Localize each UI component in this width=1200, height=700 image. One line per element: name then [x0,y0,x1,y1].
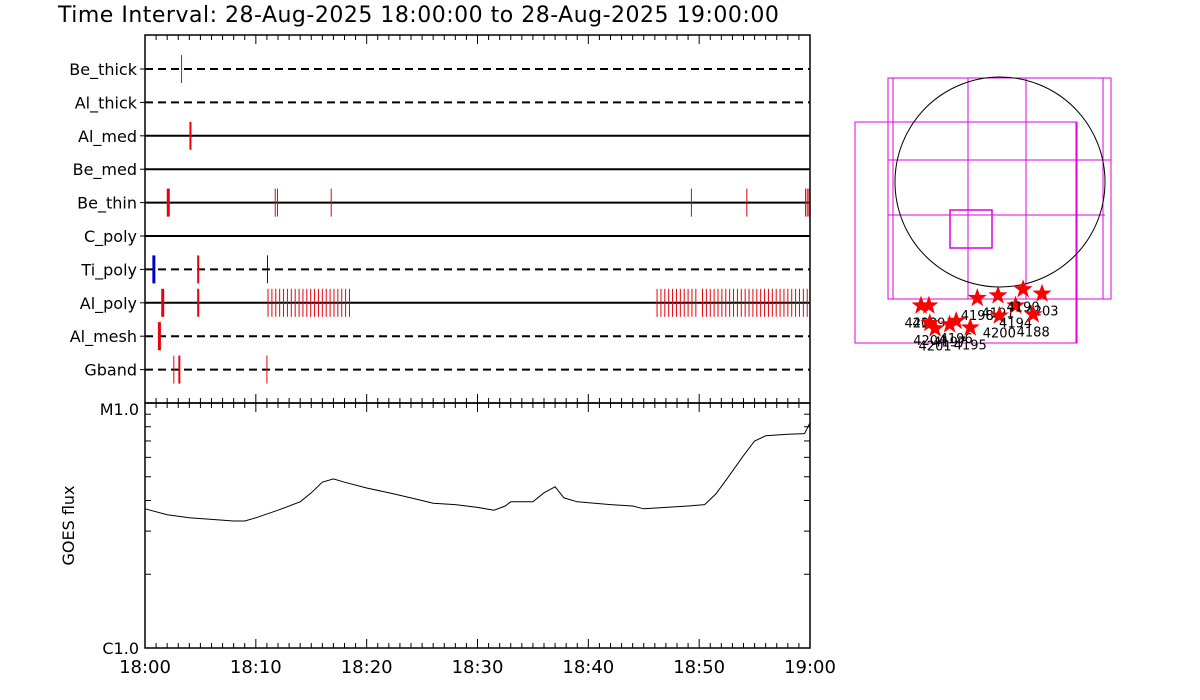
active-region-star [967,288,987,307]
channel-label: Be_thick [69,60,137,80]
active-region-star [940,314,960,333]
fov-box-small [949,209,993,249]
channel-label: Be_thin [77,194,137,214]
channel-label: Gband [84,361,137,380]
channel-label: Al_mesh [70,327,137,347]
flux-y-tick-label: M1.0 [100,400,139,419]
active-region-star [988,285,1008,304]
active-region-star [960,317,980,336]
active-region-star [946,311,966,330]
x-tick-label: 18:00 [119,657,171,678]
x-tick-label: 18:50 [673,657,725,678]
active-region-star [920,313,940,332]
goes-flux-line [144,422,811,522]
solar-disk [894,76,1106,288]
active-region-star [925,318,945,337]
active-region-star [989,305,1009,324]
active-region-label: 4196 [940,332,973,347]
active-region-label: 4194 [999,317,1032,332]
active-region-label: 4198 [961,309,994,324]
channel-label: C_poly [84,227,137,247]
active-region-star [919,295,939,314]
active-region-label: 4195 [954,339,987,354]
active-region-label: 4201 [919,339,952,354]
active-region-star [1023,304,1043,323]
active-region-star [911,295,931,314]
timeline-frame [144,34,811,404]
active-region-star [1032,283,1052,302]
plot-title: Time Interval: 28-Aug-2025 18:00:00 to 2… [58,3,780,28]
x-tick-label: 18:10 [230,657,282,678]
x-tick-label: 18:40 [562,657,614,678]
flux-y-tick-label: C1.0 [102,639,139,658]
x-tick-label: 19:00 [784,657,836,678]
x-tick-label: 18:30 [452,657,504,678]
active-region-label: 4188 [1017,325,1050,340]
active-region-label: 4197 [933,336,966,351]
active-region-star [1006,295,1026,314]
active-region-label: 4204 [913,334,946,349]
channel-label: Be_med [73,160,137,180]
active-region-star [1013,279,1033,298]
fov-box [854,121,1078,344]
active-region-label: 4200 [983,327,1016,342]
flux-y-axis-label: GOES flux [59,485,78,565]
flux-frame [144,402,811,649]
channel-label: Al_med [78,127,137,147]
channel-label: Ti_poly [80,260,137,280]
channel-label: Al_poly [80,294,137,314]
x-tick-label: 18:20 [341,657,393,678]
channel-label: Al_thick [75,93,138,113]
